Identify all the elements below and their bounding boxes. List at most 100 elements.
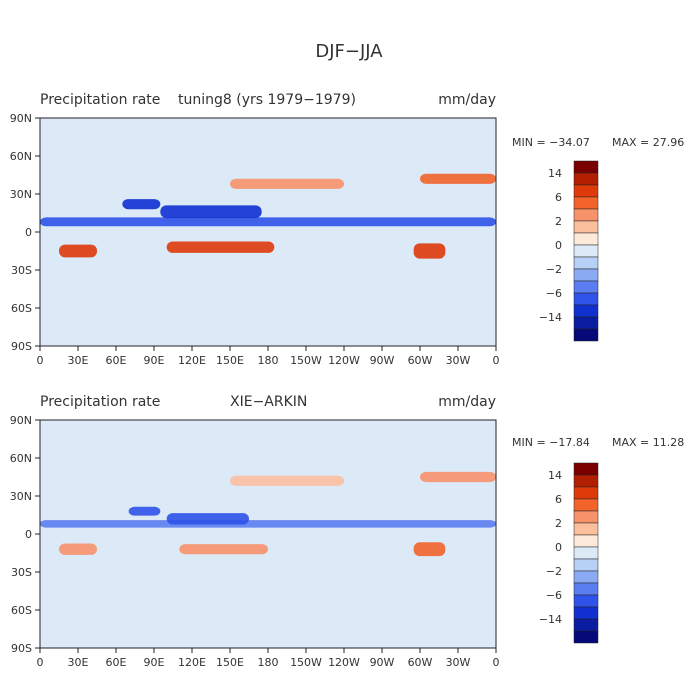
- colorbar-cell: [573, 510, 599, 524]
- colorbar-cell: [573, 292, 599, 306]
- colorbar-cell: [573, 522, 599, 536]
- panel-center-title: XIE−ARKIN: [230, 394, 307, 410]
- colorbar-tick-label: 2: [555, 517, 562, 530]
- colorbar-tick-label: −14: [539, 311, 562, 324]
- panel-left-title: Precipitation rate: [40, 394, 160, 410]
- x-tick-label: 60W: [408, 656, 433, 669]
- x-tick-label: 60E: [106, 354, 127, 367]
- anomaly-region: [40, 520, 496, 528]
- x-tick-label: 150W: [290, 354, 322, 367]
- anomaly-region: [128, 506, 161, 516]
- colorbar: 14 6 2 0 −2 −6 −14: [539, 160, 599, 342]
- y-tick-label: 30N: [10, 490, 32, 503]
- x-tick-label: 30W: [446, 354, 471, 367]
- x-tick-label: 150E: [216, 656, 244, 669]
- colorbar-cell: [573, 208, 599, 222]
- x-tick-label: 60E: [106, 656, 127, 669]
- anomaly-region: [413, 243, 446, 259]
- anomaly-region: [230, 475, 344, 486]
- map-plot: 0 30E 60E 90E 120E 150E 180 150W 120W 90W 60W 30W 09…: [10, 112, 500, 367]
- colorbar-cell: [573, 546, 599, 560]
- anomaly-region: [420, 173, 496, 184]
- colorbar-tick-label: 14: [548, 469, 562, 482]
- x-tick-label: 90W: [370, 354, 395, 367]
- anomaly-region: [59, 244, 97, 258]
- y-tick-label: 30S: [11, 566, 32, 579]
- colorbar-cell: [573, 304, 599, 318]
- colorbar-cell: [573, 534, 599, 548]
- y-tick-label: 90S: [11, 340, 32, 353]
- y-tick-label: 60N: [10, 452, 32, 465]
- y-tick-label: 30S: [11, 264, 32, 277]
- anomaly-region: [420, 471, 496, 483]
- panel-units: mm/day: [438, 92, 496, 108]
- colorbar-cell: [573, 328, 599, 342]
- colorbar-cell: [573, 316, 599, 330]
- x-tick-label: 120W: [328, 354, 360, 367]
- figure-title: DJF−JJA: [315, 41, 383, 62]
- panel-model: Precipitation rate tuning8 (yrs 1979−197…: [10, 92, 685, 367]
- anomaly-region: [413, 542, 446, 557]
- x-tick-label: 120E: [178, 656, 206, 669]
- x-tick-label: 150W: [290, 656, 322, 669]
- min-label: MIN = −34.07: [512, 136, 590, 149]
- y-tick-label: 30N: [10, 188, 32, 201]
- x-tick-label: 90E: [144, 354, 165, 367]
- colorbar-tick-label: −2: [546, 565, 562, 578]
- y-tick-label: 60S: [11, 302, 32, 315]
- panel-center-title: tuning8 (yrs 1979−1979): [178, 92, 356, 108]
- colorbar-tick-label: 6: [555, 493, 562, 506]
- colorbar-cell: [573, 570, 599, 584]
- colorbar-tick-label: 0: [555, 239, 562, 252]
- x-tick-label: 0: [493, 656, 500, 669]
- x-tick-label: 90W: [370, 656, 395, 669]
- colorbar-cell: [573, 244, 599, 258]
- x-tick-label: 150E: [216, 354, 244, 367]
- y-tick-label: 0: [25, 226, 32, 239]
- y-tick-label: 90N: [10, 414, 32, 427]
- colorbar-cell: [573, 280, 599, 294]
- y-tick-label: 0: [25, 528, 32, 541]
- colorbar-cell: [573, 498, 599, 512]
- colorbar-cell: [573, 268, 599, 282]
- colorbar-cell: [573, 630, 599, 644]
- x-tick-label: 0: [37, 656, 44, 669]
- anomaly-region: [166, 513, 249, 525]
- anomaly-region: [166, 241, 275, 253]
- colorbar: 14 6 2 0 −2 −6 −14: [539, 462, 599, 644]
- x-tick-label: 0: [493, 354, 500, 367]
- colorbar-cell: [573, 160, 599, 174]
- anomaly-region: [160, 205, 262, 219]
- map-plot: 0 30E 60E 90E 120E 150E 180 150W 120W 90W 60W 30W 09…: [10, 414, 500, 669]
- x-tick-label: 30E: [68, 656, 89, 669]
- colorbar-tick-label: −14: [539, 613, 562, 626]
- map-background: [40, 420, 496, 648]
- colorbar-cell: [573, 618, 599, 632]
- x-tick-label: 90E: [144, 656, 165, 669]
- map-background: [40, 118, 496, 346]
- colorbar-cell: [573, 220, 599, 234]
- colorbar-cell: [573, 172, 599, 186]
- x-tick-label: 180: [258, 354, 279, 367]
- colorbar-cell: [573, 474, 599, 488]
- anomaly-region: [40, 217, 496, 227]
- anomaly-region: [230, 178, 344, 189]
- y-tick-label: 60N: [10, 150, 32, 163]
- colorbar-tick-label: 14: [548, 167, 562, 180]
- x-tick-label: 0: [37, 354, 44, 367]
- min-label: MIN = −17.84: [512, 436, 590, 449]
- panel-left-title: Precipitation rate: [40, 92, 160, 108]
- colorbar-tick-label: −2: [546, 263, 562, 276]
- x-tick-label: 30W: [446, 656, 471, 669]
- colorbar-tick-label: 6: [555, 191, 562, 204]
- colorbar-cell: [573, 256, 599, 270]
- colorbar-cell: [573, 232, 599, 246]
- x-tick-label: 60W: [408, 354, 433, 367]
- x-tick-label: 120W: [328, 656, 360, 669]
- colorbar-tick-label: 2: [555, 215, 562, 228]
- colorbar-tick-label: −6: [546, 287, 562, 300]
- panel-units: mm/day: [438, 394, 496, 410]
- y-tick-label: 60S: [11, 604, 32, 617]
- colorbar-cell: [573, 196, 599, 210]
